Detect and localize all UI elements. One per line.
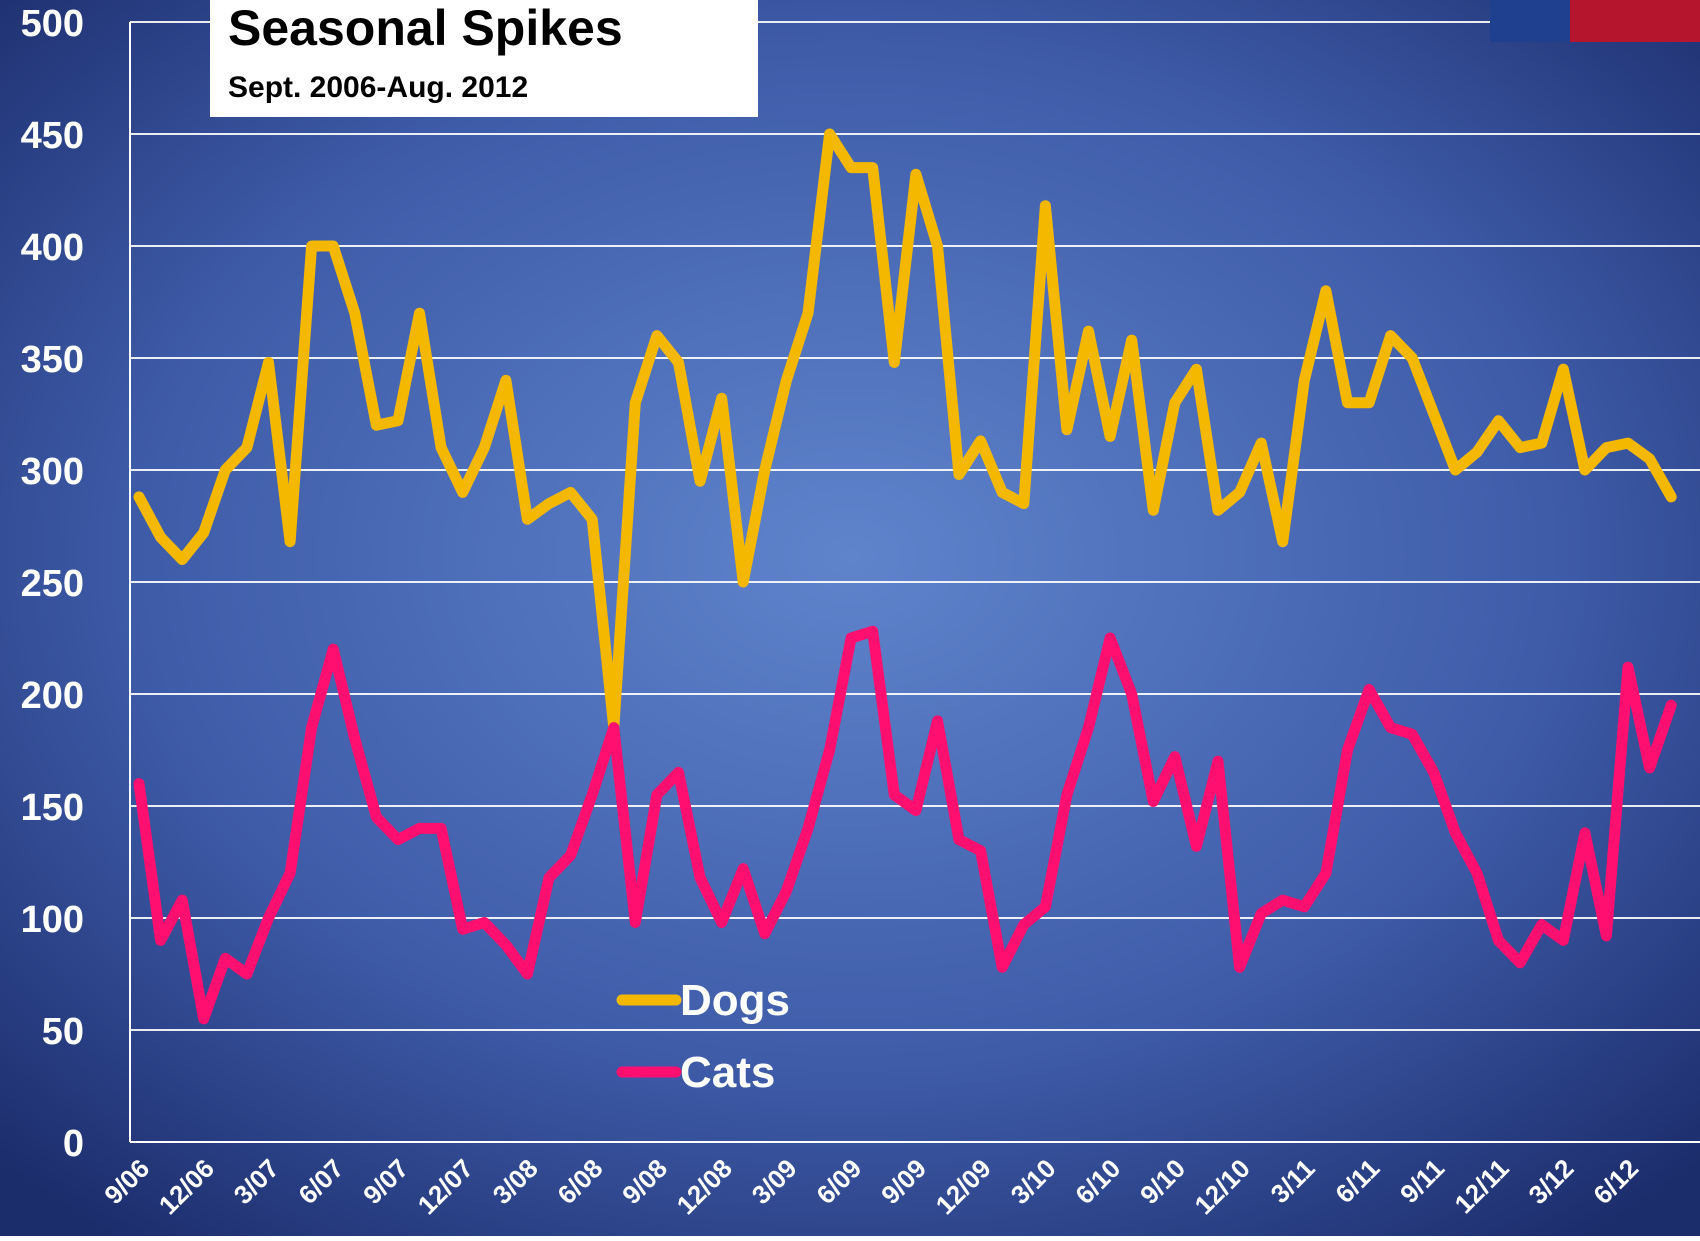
plot [133,128,1677,1025]
title-box [210,0,758,117]
flag-decoration [1490,0,1570,42]
y-tick-label: 100 [21,899,84,941]
y-tick-label: 250 [21,563,84,605]
series-line [133,625,1677,1025]
y-tick-label: 150 [21,787,84,829]
legend-label: Cats [680,1048,775,1097]
series-line [133,128,1677,734]
y-tick-label: 450 [21,115,84,157]
legend-label: Dogs [680,976,790,1025]
y-tick-label: 0 [63,1123,84,1165]
y-tick-label: 400 [21,227,84,269]
grid [130,21,1700,1031]
y-tick-label: 200 [21,675,84,717]
y-tick-label: 500 [21,3,84,45]
chart-title: Seasonal Spikes [228,0,623,56]
y-tick-label: 300 [21,451,84,493]
chart-subtitle: Sept. 2006-Aug. 2012 [228,71,528,104]
y-tick-label: 50 [42,1011,84,1053]
y-tick-label: 350 [21,339,84,381]
